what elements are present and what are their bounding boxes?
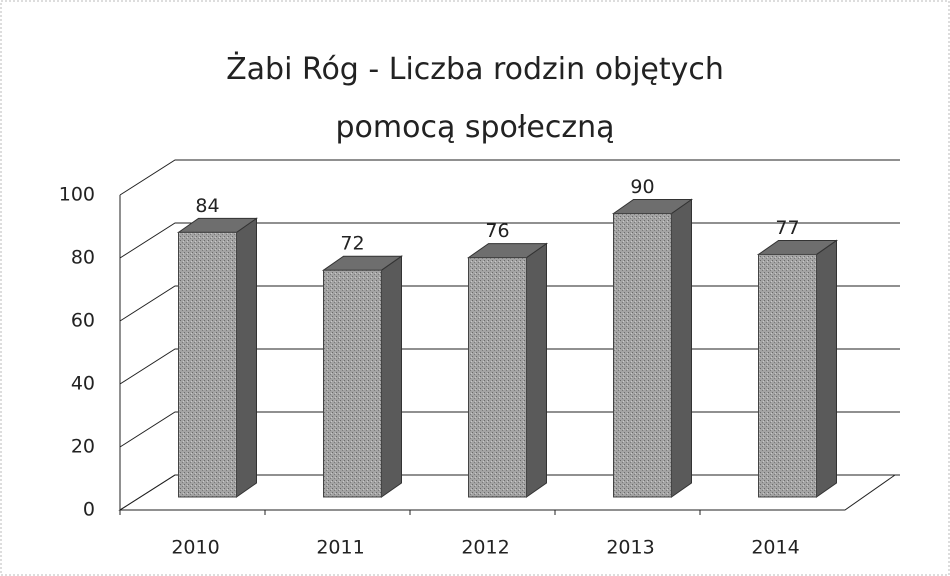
chart-title-text: Żabi Róg - Liczba rodzin objętych pomocą … — [226, 51, 724, 145]
bar-side — [671, 198, 692, 498]
bar — [758, 253, 817, 498]
y-tick-label: 20 — [71, 436, 95, 458]
bar-side — [236, 217, 257, 498]
y-tick-label: 60 — [71, 310, 95, 332]
x-tick-label: 2014 — [751, 537, 799, 559]
bar — [323, 269, 382, 498]
y-tick-label: 80 — [71, 247, 95, 269]
grid-line — [119, 159, 900, 196]
x-tick-label: 2012 — [461, 537, 509, 559]
bar-side — [816, 239, 837, 498]
y-tick-label: 40 — [71, 373, 95, 395]
value-label: 77 — [775, 217, 799, 239]
chart-title: Żabi Róg - Liczba rodzin objętych pomocą … — [226, 51, 724, 145]
bar — [178, 231, 237, 498]
value-label: 90 — [630, 176, 654, 198]
value-label: 72 — [340, 233, 364, 255]
bar-side — [526, 242, 547, 498]
y-tick-label: 0 — [83, 499, 95, 521]
value-label: 84 — [195, 195, 219, 217]
value-label: 76 — [485, 220, 509, 242]
x-tick-label: 2010 — [171, 537, 219, 559]
bar — [468, 257, 527, 498]
bar — [613, 213, 672, 498]
bar-side — [381, 255, 402, 498]
x-tick-label: 2011 — [316, 537, 364, 559]
y-tick-label: 100 — [59, 184, 95, 206]
x-tick-label: 2013 — [606, 537, 654, 559]
